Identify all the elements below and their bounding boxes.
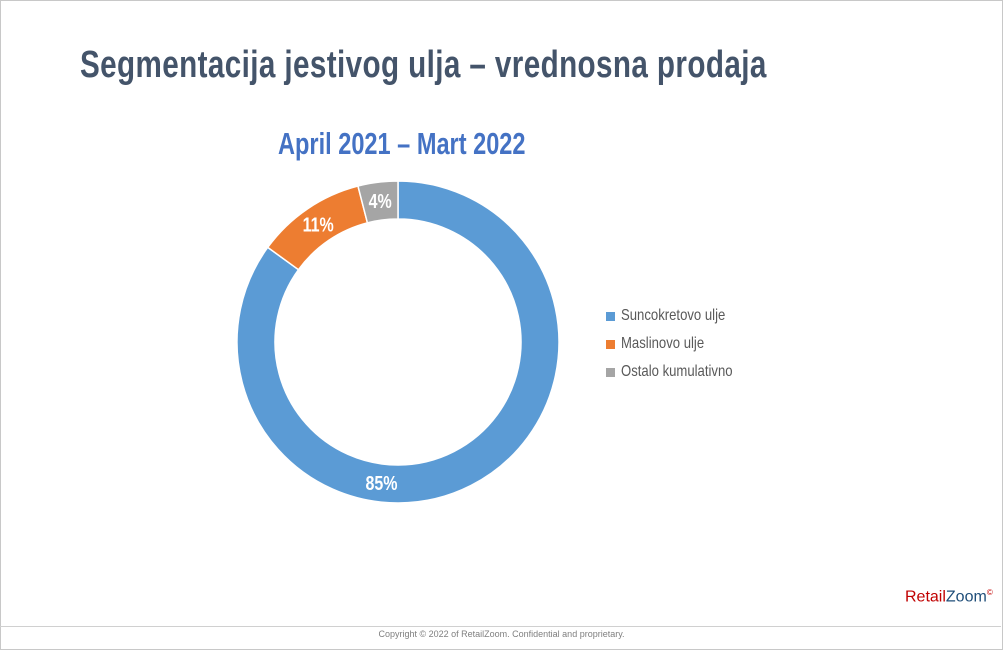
data-label-3: 4% (369, 190, 392, 212)
data-label-2: 11% (303, 214, 334, 236)
chart-data-labels: 85% 11% 4% (303, 190, 398, 494)
footer-divider (0, 626, 1001, 627)
retailzoom-logo: RetailZoom© (905, 588, 993, 606)
legend-item-maslinovo: Maslinovo ulje (606, 330, 757, 358)
data-label-1: 85% (366, 472, 398, 494)
legend-item-ostalo: Ostalo kumulativno (606, 358, 757, 386)
chart-title: April 2021 – Mart 2022 (278, 126, 526, 161)
legend-label: Ostalo kumulativno (621, 363, 733, 380)
logo-text-retail: Retail (905, 588, 946, 606)
slice-suncokretovo-ulje (236, 180, 560, 504)
logo-mark: © (986, 588, 993, 597)
chart-legend: Suncokretovo ulje Maslinovo ulje Ostalo … (606, 302, 757, 386)
copyright-footer: Copyright © 2022 of RetailZoom. Confiden… (378, 629, 625, 639)
chart-slices (236, 180, 560, 504)
logo-text-zoom: Zoom (945, 588, 987, 606)
legend-label: Suncokretovo ulje (621, 307, 726, 324)
legend-label: Maslinovo ulje (621, 335, 705, 352)
legend-item-suncokretovo: Suncokretovo ulje (606, 302, 757, 330)
legend-swatch (606, 311, 615, 321)
legend-swatch (606, 339, 615, 349)
page-title: Segmentacija jestivog ulja – vrednosna p… (80, 44, 767, 86)
legend-swatch (606, 367, 615, 377)
slice-ostalo-kumulativno (357, 180, 399, 224)
